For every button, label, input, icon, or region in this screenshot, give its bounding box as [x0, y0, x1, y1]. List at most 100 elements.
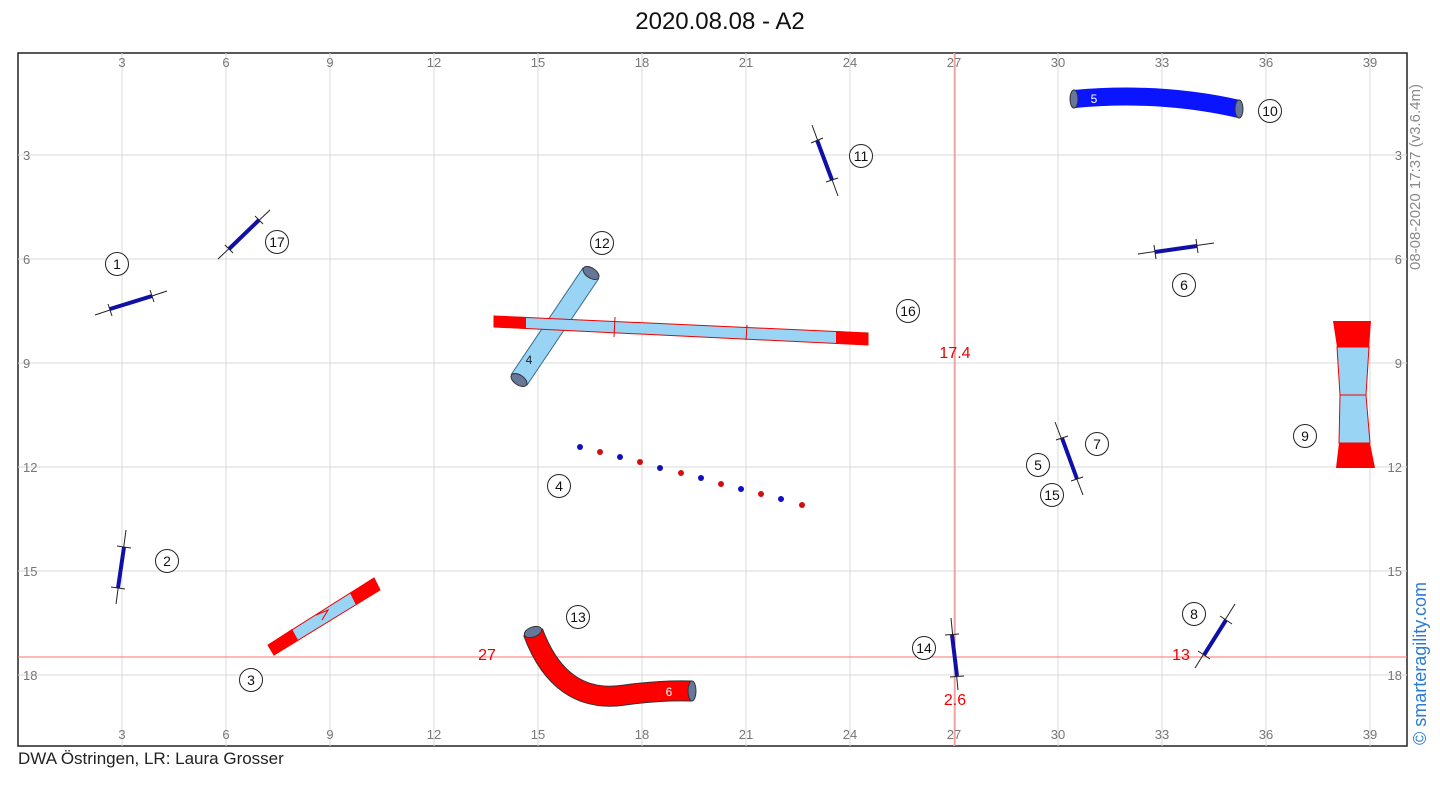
- x-tick: 3: [118, 727, 125, 742]
- tunnel-5-label: 5: [1091, 92, 1098, 106]
- svg-text:15: 15: [1044, 487, 1060, 503]
- grid-lines: [18, 53, 1407, 746]
- version-stamp-text: 08-08-2020 17:37 (v3.6.4m): [1407, 84, 1424, 270]
- y-tick: 18: [23, 668, 37, 683]
- jump-17: [217, 209, 271, 260]
- x-tick: 24: [843, 727, 857, 742]
- measure-label-left: 27: [478, 647, 496, 664]
- x-ticks-top: 3 6 9 12 15 18 21 24 27 30 33 36 39: [118, 55, 1377, 70]
- obstacle-number-17: 17: [265, 230, 289, 254]
- x-tick: 27: [947, 727, 961, 742]
- obstacle-number-5: 5: [1026, 453, 1050, 477]
- x-tick: 39: [1363, 55, 1377, 70]
- x-tick: 3: [118, 55, 125, 70]
- obstacle-number-9: 9: [1293, 424, 1317, 448]
- obstacle-number-13: 13: [566, 605, 590, 629]
- x-tick: 9: [326, 55, 333, 70]
- x-tick: 30: [1051, 55, 1065, 70]
- x-tick: 30: [1051, 727, 1065, 742]
- y-ticks-left: 3 6 9 12 15 18: [23, 148, 37, 683]
- x-tick: 15: [531, 727, 545, 742]
- svg-text:3: 3: [247, 672, 255, 688]
- dog-walk: [493, 315, 869, 346]
- x-tick: 36: [1259, 727, 1273, 742]
- svg-text:11: 11: [854, 148, 869, 164]
- svg-text:9: 9: [1301, 428, 1309, 444]
- x-ticks-bottom: 3 6 9 12 15 18 21 24 27 30 33 36 39: [118, 727, 1377, 742]
- y-tick: 3: [23, 148, 30, 163]
- measure-label-top: 17.4: [939, 345, 970, 362]
- x-tick: 12: [427, 727, 441, 742]
- svg-text:5: 5: [1034, 457, 1042, 473]
- page-title: 2020.08.08 - A2: [635, 8, 805, 35]
- jump-2: [110, 529, 132, 605]
- obstacle-number-2: 2: [155, 549, 179, 573]
- svg-text:8: 8: [1190, 606, 1198, 622]
- svg-text:7: 7: [1093, 436, 1101, 452]
- jump-14: [944, 617, 965, 691]
- x-tick: 18: [635, 727, 649, 742]
- obstacle-number-14: 14: [912, 636, 936, 660]
- footer-info: DWA Östringen, LR: Laura Grosser: [18, 749, 284, 768]
- svg-text:17: 17: [269, 234, 285, 250]
- copyright-text: © smarteragility.com: [1410, 582, 1430, 745]
- x-tick: 27: [947, 55, 961, 70]
- y-tick: 18: [1388, 668, 1402, 683]
- x-tick: 12: [427, 55, 441, 70]
- measure-label-right: 13: [1172, 647, 1190, 664]
- x-tick: 9: [326, 727, 333, 742]
- obstacle-number-16: 16: [896, 299, 920, 323]
- obstacle-number-1: 1: [105, 252, 129, 276]
- measure-label-bottom: 2.6: [944, 692, 966, 709]
- x-tick: 6: [222, 727, 229, 742]
- obstacle-number-3: 3: [239, 668, 263, 692]
- y-tick: 9: [1395, 356, 1402, 371]
- obstacle-number-11: 11: [849, 144, 873, 168]
- a-frame: [1333, 321, 1375, 468]
- obstacle-number-12: 12: [590, 231, 614, 255]
- y-tick: 12: [1388, 460, 1402, 475]
- svg-text:6: 6: [1180, 277, 1188, 293]
- course-frame: [17, 52, 1408, 747]
- svg-text:2: 2: [163, 553, 171, 569]
- x-tick: 21: [739, 55, 753, 70]
- y-tick: 15: [23, 564, 37, 579]
- svg-text:16: 16: [900, 303, 916, 319]
- x-tick: 15: [531, 55, 545, 70]
- jump-11: [810, 124, 839, 197]
- tunnel-5: 5: [1069, 87, 1244, 119]
- jump-7: [1054, 421, 1084, 496]
- svg-text:10: 10: [1262, 103, 1278, 119]
- jump-6: [1137, 238, 1215, 260]
- tunnel-6-label: 6: [666, 685, 673, 699]
- y-tick: 12: [23, 460, 37, 475]
- obstacle-number-10: 10: [1258, 99, 1282, 123]
- y-tick: 9: [23, 356, 30, 371]
- y-tick: 15: [1388, 564, 1402, 579]
- x-tick: 6: [222, 55, 229, 70]
- seesaw: [267, 577, 381, 656]
- svg-text:13: 13: [570, 609, 586, 625]
- x-tick: 36: [1259, 55, 1273, 70]
- tunnel-6: 6: [523, 625, 697, 707]
- obstacle-number-8: 8: [1182, 602, 1206, 626]
- tunnel-4-label: 4: [526, 353, 533, 367]
- y-tick: 6: [1395, 252, 1402, 267]
- jump-8: [1194, 603, 1236, 669]
- weave-poles: [577, 444, 805, 508]
- jump-1: [94, 289, 168, 317]
- x-tick: 39: [1363, 727, 1377, 742]
- obstacle-number-7: 7: [1085, 432, 1109, 456]
- svg-text:1: 1: [113, 256, 121, 272]
- svg-text:4: 4: [555, 478, 563, 494]
- x-tick: 24: [843, 55, 857, 70]
- x-tick: 21: [739, 727, 753, 742]
- x-tick: 18: [635, 55, 649, 70]
- x-tick: 33: [1155, 727, 1169, 742]
- svg-text:14: 14: [916, 640, 932, 656]
- y-tick: 3: [1395, 148, 1402, 163]
- obstacle-number-4: 4: [547, 474, 571, 498]
- obstacle-number-6: 6: [1172, 273, 1196, 297]
- y-tick: 6: [23, 252, 30, 267]
